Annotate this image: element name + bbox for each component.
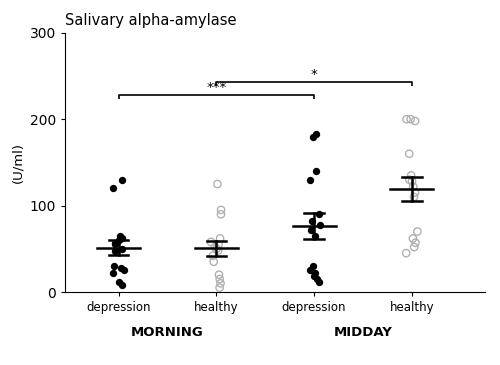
Text: Salivary alpha-amylase: Salivary alpha-amylase xyxy=(65,12,236,27)
Point xyxy=(407,172,415,178)
Point xyxy=(412,240,420,246)
Point xyxy=(216,235,224,241)
Point xyxy=(414,228,422,234)
Point xyxy=(409,235,417,241)
Text: MORNING: MORNING xyxy=(131,326,204,339)
Point xyxy=(210,259,218,265)
Point xyxy=(111,242,119,247)
Point xyxy=(211,244,219,250)
Point xyxy=(315,279,323,285)
Point xyxy=(217,207,225,213)
Text: MIDDAY: MIDDAY xyxy=(334,326,392,339)
Point xyxy=(406,116,414,122)
Point xyxy=(402,250,410,256)
Point xyxy=(120,268,128,273)
Point xyxy=(110,263,118,269)
Point xyxy=(313,276,321,282)
Point xyxy=(316,222,324,227)
Point xyxy=(410,244,418,250)
Point xyxy=(214,181,222,187)
Point xyxy=(212,246,220,252)
Point xyxy=(316,211,324,217)
Point xyxy=(216,276,224,282)
Point xyxy=(309,263,317,269)
Point xyxy=(209,253,217,259)
Point xyxy=(207,239,215,245)
Point xyxy=(306,177,314,182)
Point xyxy=(216,280,224,286)
Point xyxy=(312,131,320,137)
Point xyxy=(410,194,418,200)
Text: ***: *** xyxy=(206,81,227,94)
Point xyxy=(411,190,419,196)
Point xyxy=(310,273,318,279)
Point xyxy=(408,178,416,184)
Point xyxy=(409,184,417,189)
Y-axis label: (U/ml): (U/ml) xyxy=(11,142,24,183)
Point xyxy=(306,268,314,273)
Point xyxy=(308,218,316,224)
Point xyxy=(118,177,126,182)
Point xyxy=(118,246,126,252)
Point xyxy=(111,247,119,253)
Point xyxy=(310,270,318,276)
Point xyxy=(117,265,125,271)
Point xyxy=(312,168,320,174)
Point xyxy=(217,211,225,217)
Point xyxy=(118,282,126,288)
Point xyxy=(411,118,419,124)
Point xyxy=(308,134,316,139)
Point xyxy=(216,285,224,291)
Text: *: * xyxy=(310,68,318,81)
Point xyxy=(406,151,413,157)
Point xyxy=(406,177,413,182)
Point xyxy=(109,185,117,191)
Point xyxy=(114,237,122,243)
Point xyxy=(311,233,319,239)
Point xyxy=(307,227,315,233)
Point xyxy=(215,272,223,278)
Point xyxy=(115,279,123,285)
Point xyxy=(116,233,124,239)
Point xyxy=(109,270,117,276)
Point xyxy=(214,242,222,247)
Point xyxy=(214,247,222,253)
Point xyxy=(112,240,120,246)
Point xyxy=(118,235,126,241)
Point xyxy=(402,116,410,122)
